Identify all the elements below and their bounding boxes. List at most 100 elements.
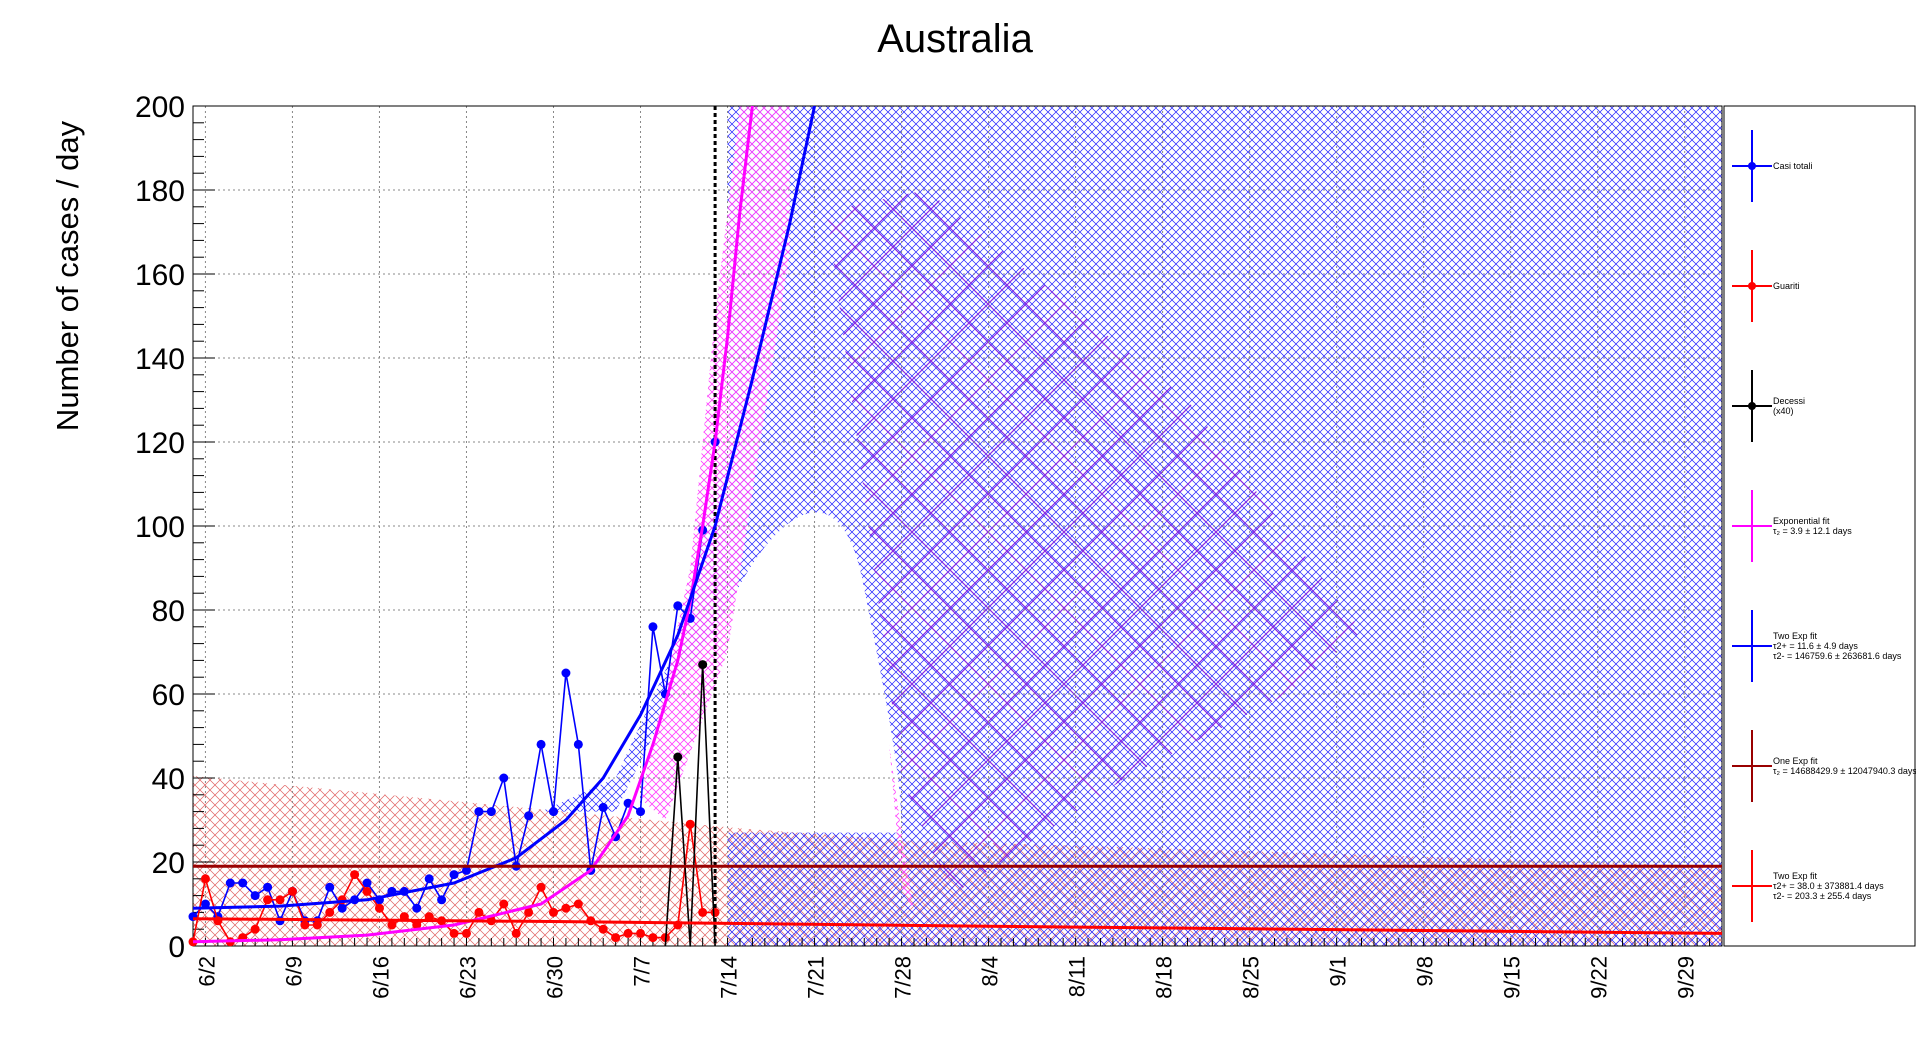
- y-tick-label: 60: [152, 679, 185, 712]
- legend-detail: τ₂ = 14688429.9 ± 12047940.3 days: [1773, 766, 1916, 776]
- data-point-0: [499, 773, 509, 783]
- legend: Casi totali Guariti Decessi(x40) Exponentia…: [1723, 105, 1916, 947]
- x-tick-label: 6/16: [368, 956, 393, 999]
- legend-detail: τ2- = 146759.6 ± 263681.6 days: [1773, 651, 1902, 661]
- data-point-1: [312, 920, 322, 930]
- legend-label: Casi totali: [1773, 161, 1813, 171]
- x-tick-label: 9/22: [1587, 956, 1612, 999]
- x-tick-label: 9/29: [1674, 956, 1699, 999]
- data-point-0: [200, 899, 210, 909]
- legend-label: Guariti: [1773, 281, 1800, 291]
- x-tick-label: 6/9: [281, 956, 306, 987]
- chart-title: Australia: [877, 17, 1033, 61]
- data-point-0: [598, 802, 608, 812]
- data-point-0: [474, 807, 484, 817]
- x-tick-label: 9/1: [1326, 956, 1351, 987]
- data-point-1: [200, 874, 210, 884]
- data-point-0: [486, 807, 496, 817]
- data-point-0: [536, 739, 546, 749]
- data-point-1: [275, 895, 285, 905]
- series-line-4: [192, 105, 817, 910]
- legend-label: Two Exp fit: [1773, 631, 1818, 641]
- data-point-0: [337, 903, 347, 913]
- data-point-0: [263, 882, 273, 892]
- x-tick-label: 8/18: [1152, 956, 1177, 999]
- legend-detail: τ2+ = 38.0 ± 373881.4 days: [1773, 881, 1884, 891]
- series-lines: [188, 105, 1723, 947]
- data-point-1: [412, 920, 422, 930]
- data-point-0: [561, 668, 571, 678]
- x-tick-label: 6/2: [194, 956, 219, 987]
- data-point-1: [263, 895, 273, 905]
- data-point-1: [548, 907, 558, 917]
- data-point-1: [499, 899, 509, 909]
- y-tick-label: 20: [152, 847, 185, 880]
- legend-marker-dot: [1748, 402, 1756, 410]
- legend-marker-dot: [1748, 282, 1756, 290]
- data-point-1: [474, 907, 484, 917]
- data-point-1: [573, 899, 583, 909]
- data-point-1: [362, 886, 372, 896]
- x-tick-label: 8/11: [1065, 956, 1090, 997]
- data-point-1: [598, 924, 608, 934]
- data-point-0: [524, 811, 534, 821]
- axes: 0 20 40 60 80 100 120 140 160 180 200 6/2 6/9 6/16 6/2…: [135, 91, 1723, 999]
- data-point-0: [437, 895, 447, 905]
- legend-label: Exponential fit: [1773, 516, 1830, 526]
- data-point-1: [350, 870, 360, 880]
- data-point-1: [611, 933, 621, 943]
- data-point-1: [623, 928, 633, 938]
- data-point-0: [325, 882, 335, 892]
- series-line-3: [192, 105, 754, 944]
- data-point-0: [412, 903, 422, 913]
- x-tick-label: 9/15: [1500, 956, 1525, 999]
- series-line-6: [192, 917, 1723, 935]
- data-point-1: [636, 928, 646, 938]
- data-point-1: [561, 903, 571, 913]
- data-point-1: [250, 924, 260, 934]
- data-point-2: [673, 752, 683, 762]
- x-tick-label: 7/28: [891, 956, 916, 999]
- fit-uncertainty-bands: [193, 106, 1722, 946]
- data-point-1: [387, 920, 397, 930]
- series-line-2: [664, 663, 716, 947]
- data-point-0: [449, 870, 459, 880]
- data-point-0: [673, 601, 683, 611]
- y-tick-label: 160: [135, 259, 185, 292]
- data-point-1: [325, 907, 335, 917]
- data-point-0: [362, 878, 372, 888]
- x-tick-label: 8/25: [1239, 956, 1264, 999]
- data-point-1: [685, 819, 695, 829]
- data-point-1: [698, 907, 708, 917]
- x-tick-label: 9/8: [1413, 956, 1438, 987]
- y-tick-label: 40: [152, 763, 185, 796]
- x-tick-label: 7/21: [804, 956, 829, 999]
- data-point-1: [424, 912, 434, 922]
- data-point-0: [461, 865, 471, 875]
- legend-label: Two Exp fit: [1773, 871, 1818, 881]
- data-point-0: [636, 807, 646, 817]
- x-tick-label: 7/14: [717, 956, 742, 999]
- data-point-1: [287, 886, 297, 896]
- y-tick-label: 140: [135, 343, 185, 376]
- x-tick-label: 6/30: [542, 956, 567, 999]
- data-point-1: [449, 928, 459, 938]
- y-tick-label: 100: [135, 511, 185, 544]
- data-point-0: [424, 874, 434, 884]
- data-point-1: [300, 920, 310, 930]
- y-tick-label: 180: [135, 175, 185, 208]
- legend-label: One Exp fit: [1773, 756, 1818, 766]
- legend-label: Decessi: [1773, 396, 1805, 406]
- data-point-1: [648, 933, 658, 943]
- data-point-1: [374, 903, 384, 913]
- x-tick-label: 6/23: [455, 956, 480, 999]
- data-point-1: [511, 928, 521, 938]
- legend-detail: (x40): [1773, 406, 1794, 416]
- data-point-2: [698, 660, 708, 670]
- data-point-1: [710, 907, 720, 917]
- data-point-0: [250, 891, 260, 901]
- legend-detail: τ2+ = 11.6 ± 4.9 days: [1773, 641, 1858, 651]
- legend-detail: τ2- = 203.3 ± 255.4 days: [1773, 891, 1872, 901]
